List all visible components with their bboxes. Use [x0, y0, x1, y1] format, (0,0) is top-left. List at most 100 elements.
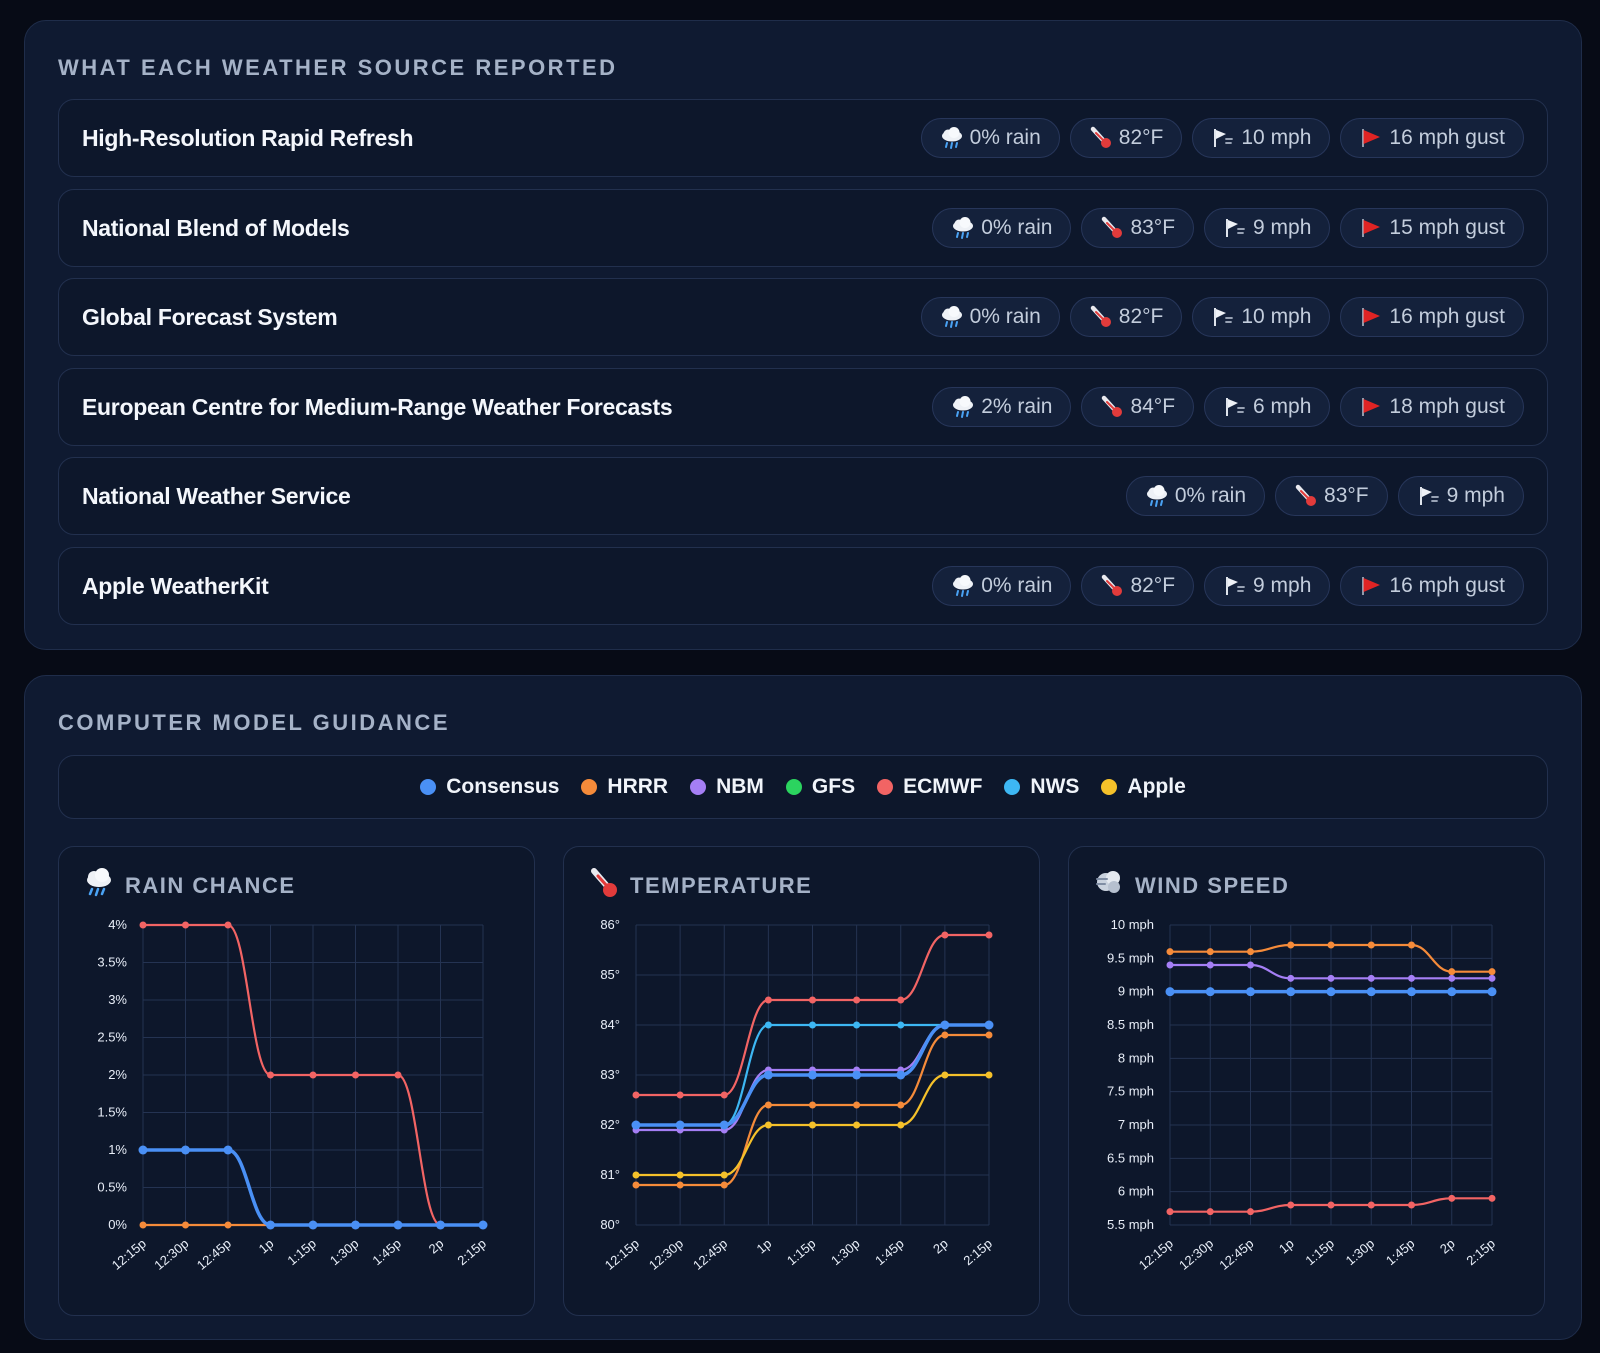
rain-cloud-icon: [951, 574, 975, 598]
hrrr-data-point: [1488, 968, 1496, 976]
legend-label: NWS: [1030, 775, 1080, 798]
x-tick-label: 12:45p: [690, 1236, 730, 1273]
red-flag-icon: [1359, 305, 1383, 329]
legend-item[interactable]: GFS: [785, 775, 856, 799]
consensus-data-point: [675, 1120, 685, 1130]
thermometer-icon: [1294, 484, 1318, 508]
gust-value: 15 mph gust: [1389, 215, 1505, 239]
nbm-data-point: [1367, 974, 1375, 982]
consensus-data-point: [436, 1220, 445, 1230]
ecmwf-data-point: [352, 1071, 359, 1079]
legend-label: ECMWF: [903, 775, 983, 798]
chart-legend: Consensus HRRR NBM GFS ECMWF NWS Apple: [58, 755, 1548, 819]
nbm-data-point: [1206, 961, 1214, 969]
metric-pills: 0% rain 82°F 9 mph 16 mph gust: [932, 565, 1524, 606]
legend-label: Consensus: [446, 775, 560, 798]
x-tick-label: 1:30p: [1343, 1236, 1378, 1268]
wind-icon: [1211, 305, 1235, 329]
nws-data-point: [853, 1021, 861, 1029]
rain-value: 0% rain: [981, 573, 1053, 597]
consensus-data-point: [1165, 987, 1175, 997]
consensus-data-point: [1326, 987, 1336, 997]
rain-value: 0% rain: [1174, 484, 1247, 507]
wind-pill: 9 mph: [1204, 565, 1331, 606]
hrrr-data-point: [139, 1221, 147, 1229]
apple-data-point: [985, 1071, 993, 1079]
legend-label: GFS: [811, 775, 856, 798]
consensus-data-point: [308, 1220, 318, 1230]
x-tick-label: 1:15p: [784, 1236, 819, 1268]
source-row: High-Resolution Rapid Refresh 0% rain 82°F…: [58, 99, 1548, 177]
ecmwf-data-point: [1247, 1208, 1254, 1216]
legend-item[interactable]: HRRR: [581, 775, 668, 799]
source-name: High-Resolution Rapid Refresh: [82, 125, 414, 151]
y-tick-label: 4%: [108, 917, 127, 932]
hrrr-data-point: [1166, 948, 1174, 956]
apple-data-point: [764, 1121, 772, 1129]
legend-swatch: [690, 779, 707, 795]
gust-value: 16 mph gust: [1389, 573, 1505, 597]
hrrr-data-point: [1408, 941, 1415, 949]
hrrr-data-point: [1448, 968, 1456, 976]
wind-icon: [1093, 867, 1125, 905]
y-tick-label: 7.5 mph: [1107, 1084, 1154, 1099]
thermometer-icon: [1100, 395, 1124, 419]
x-tick-label: 1p: [754, 1236, 775, 1257]
y-tick-label: 9.5 mph: [1107, 950, 1154, 965]
ecmwf-data-point: [1488, 1194, 1496, 1202]
temp-value: 82°F: [1118, 305, 1164, 328]
model-guidance-panel: COMPUTER MODEL GUIDANCE Consensus HRRR NBM…: [24, 675, 1582, 1340]
y-tick-label: 3.5%: [97, 955, 127, 970]
ecmwf-data-point: [764, 996, 772, 1004]
apple-data-point: [853, 1121, 861, 1129]
red-flag-icon: [1359, 395, 1383, 419]
x-tick-label: 2p: [426, 1236, 447, 1257]
x-tick-label: 12:30p: [646, 1236, 686, 1273]
legend-item[interactable]: NWS: [1004, 775, 1079, 799]
temp-pill: 83°F: [1275, 476, 1388, 516]
source-name: National Blend of Models: [82, 214, 350, 241]
wind-value: 10 mph: [1241, 126, 1312, 149]
hrrr-data-point: [182, 1221, 189, 1229]
red-flag-icon: [1359, 126, 1383, 150]
hrrr-data-point: [897, 1101, 905, 1109]
apple-data-point: [676, 1171, 684, 1179]
consensus-data-point: [1246, 987, 1255, 997]
wind-speed-chart-title: WIND SPEED: [1093, 869, 1289, 903]
wind-pill: 9 mph: [1397, 476, 1524, 516]
apple-data-point: [632, 1171, 640, 1179]
ecmwf-data-point: [182, 921, 189, 929]
ecmwf-data-point: [676, 1091, 684, 1099]
consensus-data-point: [351, 1220, 360, 1230]
nws-data-point: [897, 1021, 905, 1029]
source-row: Global Forecast System 0% rain 82°F 10 mph 1…: [58, 278, 1548, 356]
temp-value: 82°F: [1118, 126, 1164, 149]
wind-pill: 10 mph: [1192, 297, 1331, 337]
gust-value: 18 mph gust: [1389, 394, 1505, 418]
rain-pill: 0% rain: [932, 207, 1072, 248]
ecmwf-data-point: [1327, 1201, 1335, 1209]
thermometer-icon: [588, 867, 620, 905]
hrrr-data-point: [1367, 941, 1375, 949]
hrrr-data-point: [720, 1181, 728, 1189]
x-tick-label: 12:30p: [151, 1236, 191, 1273]
legend-swatch: [1004, 779, 1021, 795]
hrrr-data-point: [676, 1181, 684, 1189]
y-tick-label: 80°: [600, 1217, 620, 1232]
apple-data-point: [897, 1121, 905, 1129]
legend-item[interactable]: Apple: [1101, 775, 1186, 799]
nbm-data-point: [1247, 961, 1254, 969]
rain-pill: 2% rain: [932, 386, 1072, 427]
nbm-data-point: [1448, 974, 1456, 982]
legend-item[interactable]: ECMWF: [877, 775, 982, 799]
rain-cloud-icon: [940, 126, 964, 150]
legend-item[interactable]: NBM: [690, 775, 764, 799]
y-tick-label: 2.5%: [97, 1030, 127, 1045]
temp-value: 83°F: [1324, 484, 1369, 507]
source-row: Apple WeatherKit 0% rain 82°F 9 mph 16 mph g…: [58, 546, 1548, 625]
temperature-chart-title: TEMPERATURE: [588, 867, 812, 905]
rain-pill: 0% rain: [1125, 476, 1266, 516]
nbm-data-point: [1287, 974, 1295, 982]
x-tick-label: 1:15p: [284, 1236, 319, 1268]
legend-item[interactable]: Consensus: [420, 775, 559, 799]
